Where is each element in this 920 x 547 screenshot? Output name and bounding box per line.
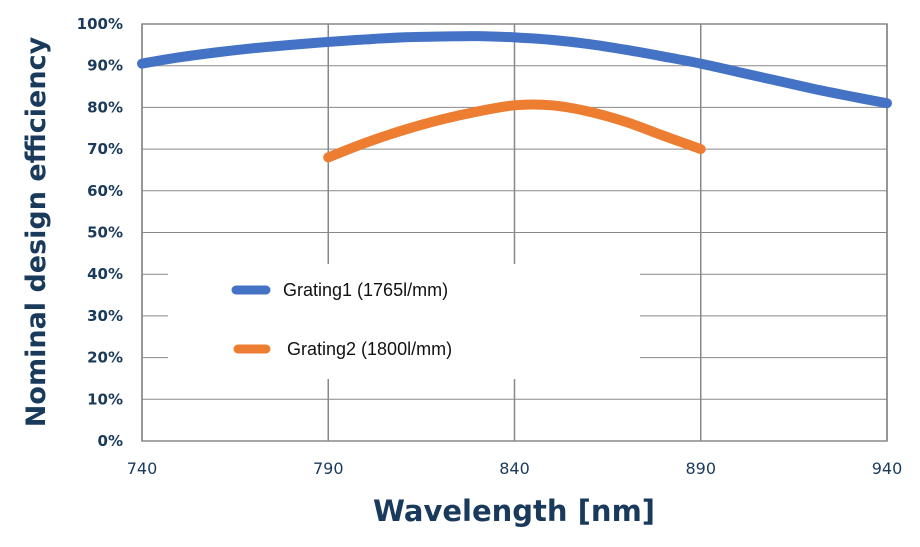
y-tick-label: 70%: [87, 140, 123, 158]
x-tick-label: 890: [685, 459, 716, 478]
y-axis-title: Nominal design efficiency: [21, 36, 52, 427]
x-tick-label: 790: [313, 459, 344, 478]
x-axis-title: Wavelength [nm]: [373, 494, 655, 528]
x-tick-label: 940: [872, 459, 903, 478]
legend-label-grating2: Grating2 (1800l/mm): [287, 339, 452, 359]
legend: Grating1 (1765l/mm) Grating2 (1800l/mm): [231, 280, 452, 359]
x-tick-labels: 740 790 840 890 940: [127, 459, 903, 478]
y-tick-label: 30%: [87, 307, 123, 325]
y-tick-label: 80%: [87, 98, 123, 116]
y-tick-label: 10%: [87, 390, 123, 408]
y-tick-label: 90%: [87, 57, 123, 75]
series-layer: [137, 31, 892, 163]
y-tick-label: 0%: [98, 432, 123, 450]
series-line-grating2: [323, 99, 706, 163]
y-tick-label: 100%: [77, 15, 123, 33]
legend-label-grating1: Grating1 (1765l/mm): [283, 280, 448, 300]
y-tick-label: 60%: [87, 182, 123, 200]
x-tick-label: 740: [127, 459, 158, 478]
y-tick-label: 50%: [87, 224, 123, 242]
y-tick-label: 40%: [87, 265, 123, 283]
x-tick-label: 840: [499, 459, 530, 478]
y-tick-label: 20%: [87, 349, 123, 367]
series-line-grating1: [137, 31, 892, 109]
plot-frame: [141, 23, 888, 442]
y-tick-labels: 0% 10% 20% 30% 40% 50% 60% 70% 80% 90% 100%: [77, 15, 123, 450]
legend-background: [168, 264, 640, 379]
